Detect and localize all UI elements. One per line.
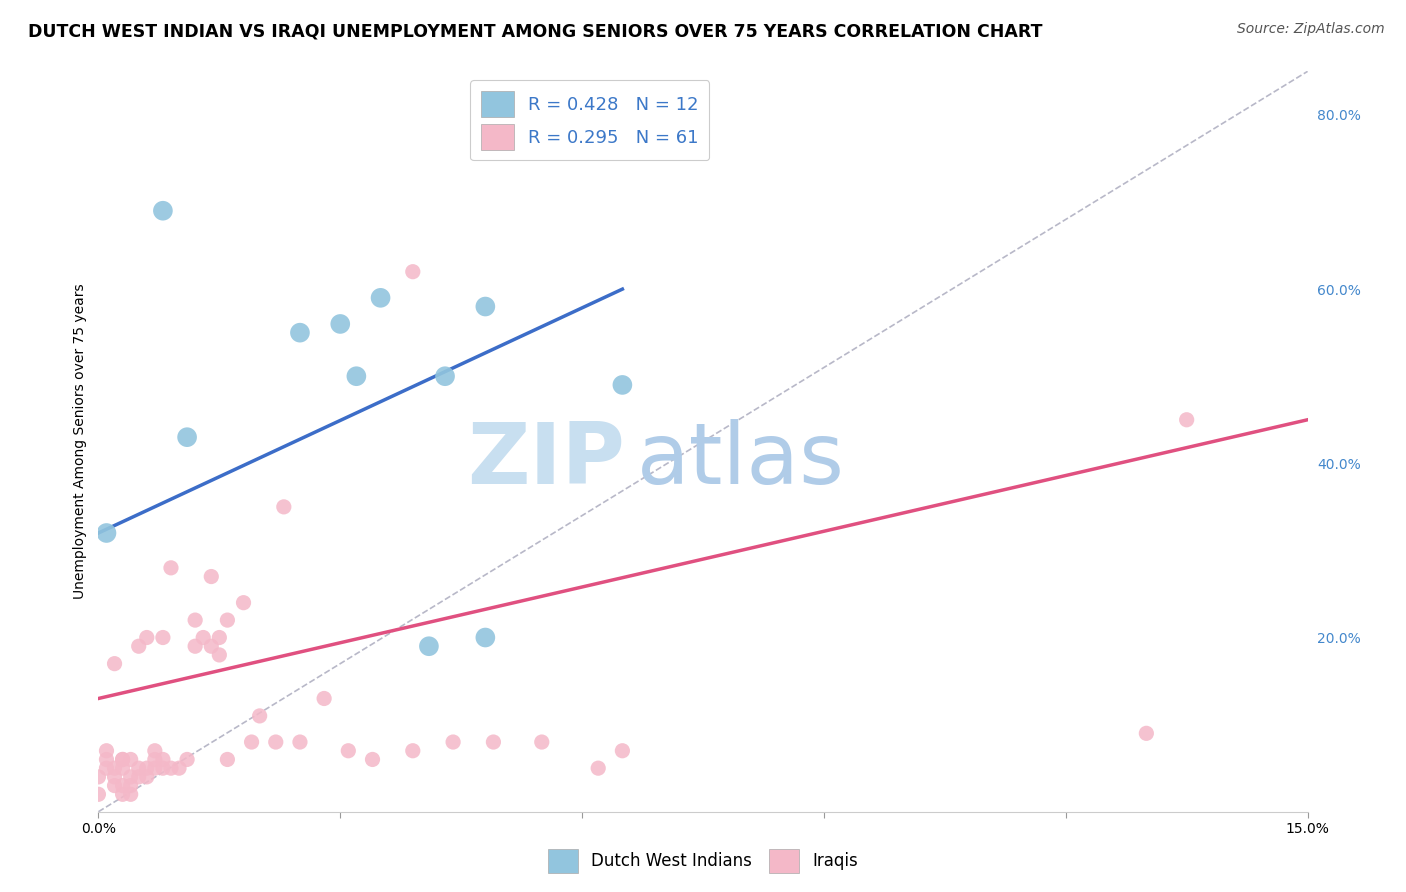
Point (200, 639, 222, 653)
Point (288, 735, 311, 749)
Legend: Dutch West Indians, Iraqis: Dutch West Indians, Iraqis (541, 842, 865, 880)
Point (1175, 413, 1198, 427)
Point (586, 761, 609, 775)
Point (176, 752, 198, 766)
Point (96, 752, 118, 766)
Point (612, 744, 634, 758)
Legend: R = 0.428   N = 12, R = 0.295   N = 61: R = 0.428 N = 12, R = 0.295 N = 61 (470, 80, 709, 161)
Point (143, 752, 166, 766)
Point (111, 779, 134, 793)
Text: DUTCH WEST INDIAN VS IRAQI UNEMPLOYMENT AMONG SENIORS OVER 75 YEARS CORRELATION : DUTCH WEST INDIAN VS IRAQI UNEMPLOYMENT … (28, 22, 1043, 40)
Point (264, 735, 287, 749)
Point (217, 613, 239, 627)
Point (160, 761, 183, 775)
Point (103, 657, 125, 671)
Point (103, 779, 125, 793)
Point (152, 631, 174, 645)
Point (434, 369, 457, 384)
Point (200, 569, 222, 583)
Point (184, 613, 207, 627)
Point (530, 735, 553, 749)
Point (128, 770, 150, 784)
Point (418, 639, 440, 653)
Point (288, 326, 311, 340)
Point (111, 761, 134, 775)
Point (232, 596, 254, 610)
Point (135, 761, 157, 775)
Point (96, 761, 118, 775)
Point (402, 744, 425, 758)
Point (120, 770, 142, 784)
Point (474, 300, 496, 314)
Point (193, 631, 215, 645)
Point (208, 631, 231, 645)
Point (87, 770, 110, 784)
Point (441, 735, 464, 749)
Point (152, 761, 174, 775)
Point (474, 631, 496, 645)
Point (128, 761, 150, 775)
Point (152, 203, 174, 218)
Point (111, 752, 134, 766)
Point (361, 752, 384, 766)
Point (240, 735, 263, 749)
Point (143, 744, 166, 758)
Point (314, 691, 336, 706)
Point (111, 752, 134, 766)
Point (184, 639, 207, 653)
Point (167, 761, 190, 775)
Point (143, 761, 166, 775)
Text: ZIP: ZIP (467, 418, 624, 501)
Point (273, 500, 295, 514)
Point (329, 317, 352, 331)
Point (96, 744, 118, 758)
Point (217, 752, 239, 766)
Point (152, 752, 174, 766)
Point (612, 378, 634, 392)
Text: Source: ZipAtlas.com: Source: ZipAtlas.com (1237, 22, 1385, 37)
Point (135, 770, 157, 784)
Y-axis label: Unemployment Among Seniors over 75 years: Unemployment Among Seniors over 75 years (73, 284, 87, 599)
Point (160, 561, 183, 575)
Point (103, 770, 125, 784)
Point (96, 526, 118, 541)
Point (103, 761, 125, 775)
Point (120, 752, 142, 766)
Point (128, 639, 150, 653)
Point (176, 430, 198, 444)
Point (370, 291, 392, 305)
Point (120, 779, 142, 793)
Point (87, 787, 110, 801)
Point (135, 631, 157, 645)
Point (208, 648, 231, 662)
Point (344, 369, 367, 384)
Point (120, 787, 142, 801)
Point (249, 709, 271, 723)
Point (402, 265, 425, 279)
Point (337, 744, 360, 758)
Point (1135, 726, 1157, 740)
Point (111, 787, 134, 801)
Point (482, 735, 505, 749)
Text: atlas: atlas (637, 418, 845, 501)
